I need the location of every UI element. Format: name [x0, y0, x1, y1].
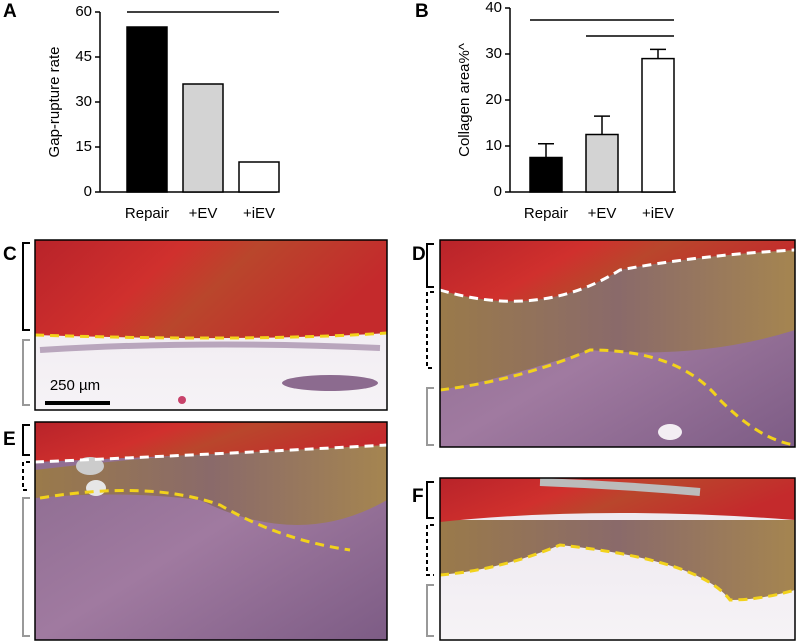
- y-axis-label: Gap-rupture rate: [46, 47, 63, 158]
- y-tick-label: 40: [485, 0, 502, 16]
- x-tick-label: +iEV: [642, 205, 674, 222]
- y-tick-label: 10: [485, 137, 502, 154]
- x-tick-label: +EV: [588, 205, 617, 222]
- bar: [585, 133, 619, 193]
- error-bar: [594, 115, 610, 135]
- scale-bar-label: 250 µm: [50, 377, 100, 394]
- panel-label: B: [415, 1, 429, 22]
- bar: [641, 57, 675, 193]
- y-tick-label: 30: [485, 45, 502, 62]
- y-tick-label: 45: [75, 48, 92, 65]
- panel-label: C: [3, 244, 17, 265]
- histology-d: [426, 239, 796, 448]
- bar: [126, 26, 168, 193]
- error-bar: [538, 142, 554, 158]
- panel-label: E: [3, 429, 16, 450]
- y-tick-label: 30: [75, 93, 92, 110]
- y-tick-label: 20: [485, 91, 502, 108]
- bar: [182, 83, 224, 193]
- panel-label: D: [412, 244, 426, 265]
- y-tick-label: 15: [75, 138, 92, 155]
- panel-label: F: [412, 486, 424, 507]
- histology-f: [426, 477, 796, 641]
- x-tick-label: Repair: [524, 205, 568, 222]
- y-tick-label: 0: [84, 183, 92, 200]
- histology-e: [22, 421, 388, 641]
- x-tick-label: +EV: [189, 205, 218, 222]
- panel-label: A: [3, 1, 17, 22]
- bar: [238, 161, 280, 193]
- histology-c: [22, 239, 388, 411]
- x-tick-label: Repair: [125, 205, 169, 222]
- x-tick-label: +iEV: [243, 205, 275, 222]
- bar: [529, 156, 563, 193]
- y-tick-label: 60: [75, 3, 92, 20]
- y-axis-label: Collagen area%^: [456, 43, 473, 157]
- y-tick-label: 0: [494, 183, 502, 200]
- error-bar: [650, 48, 666, 59]
